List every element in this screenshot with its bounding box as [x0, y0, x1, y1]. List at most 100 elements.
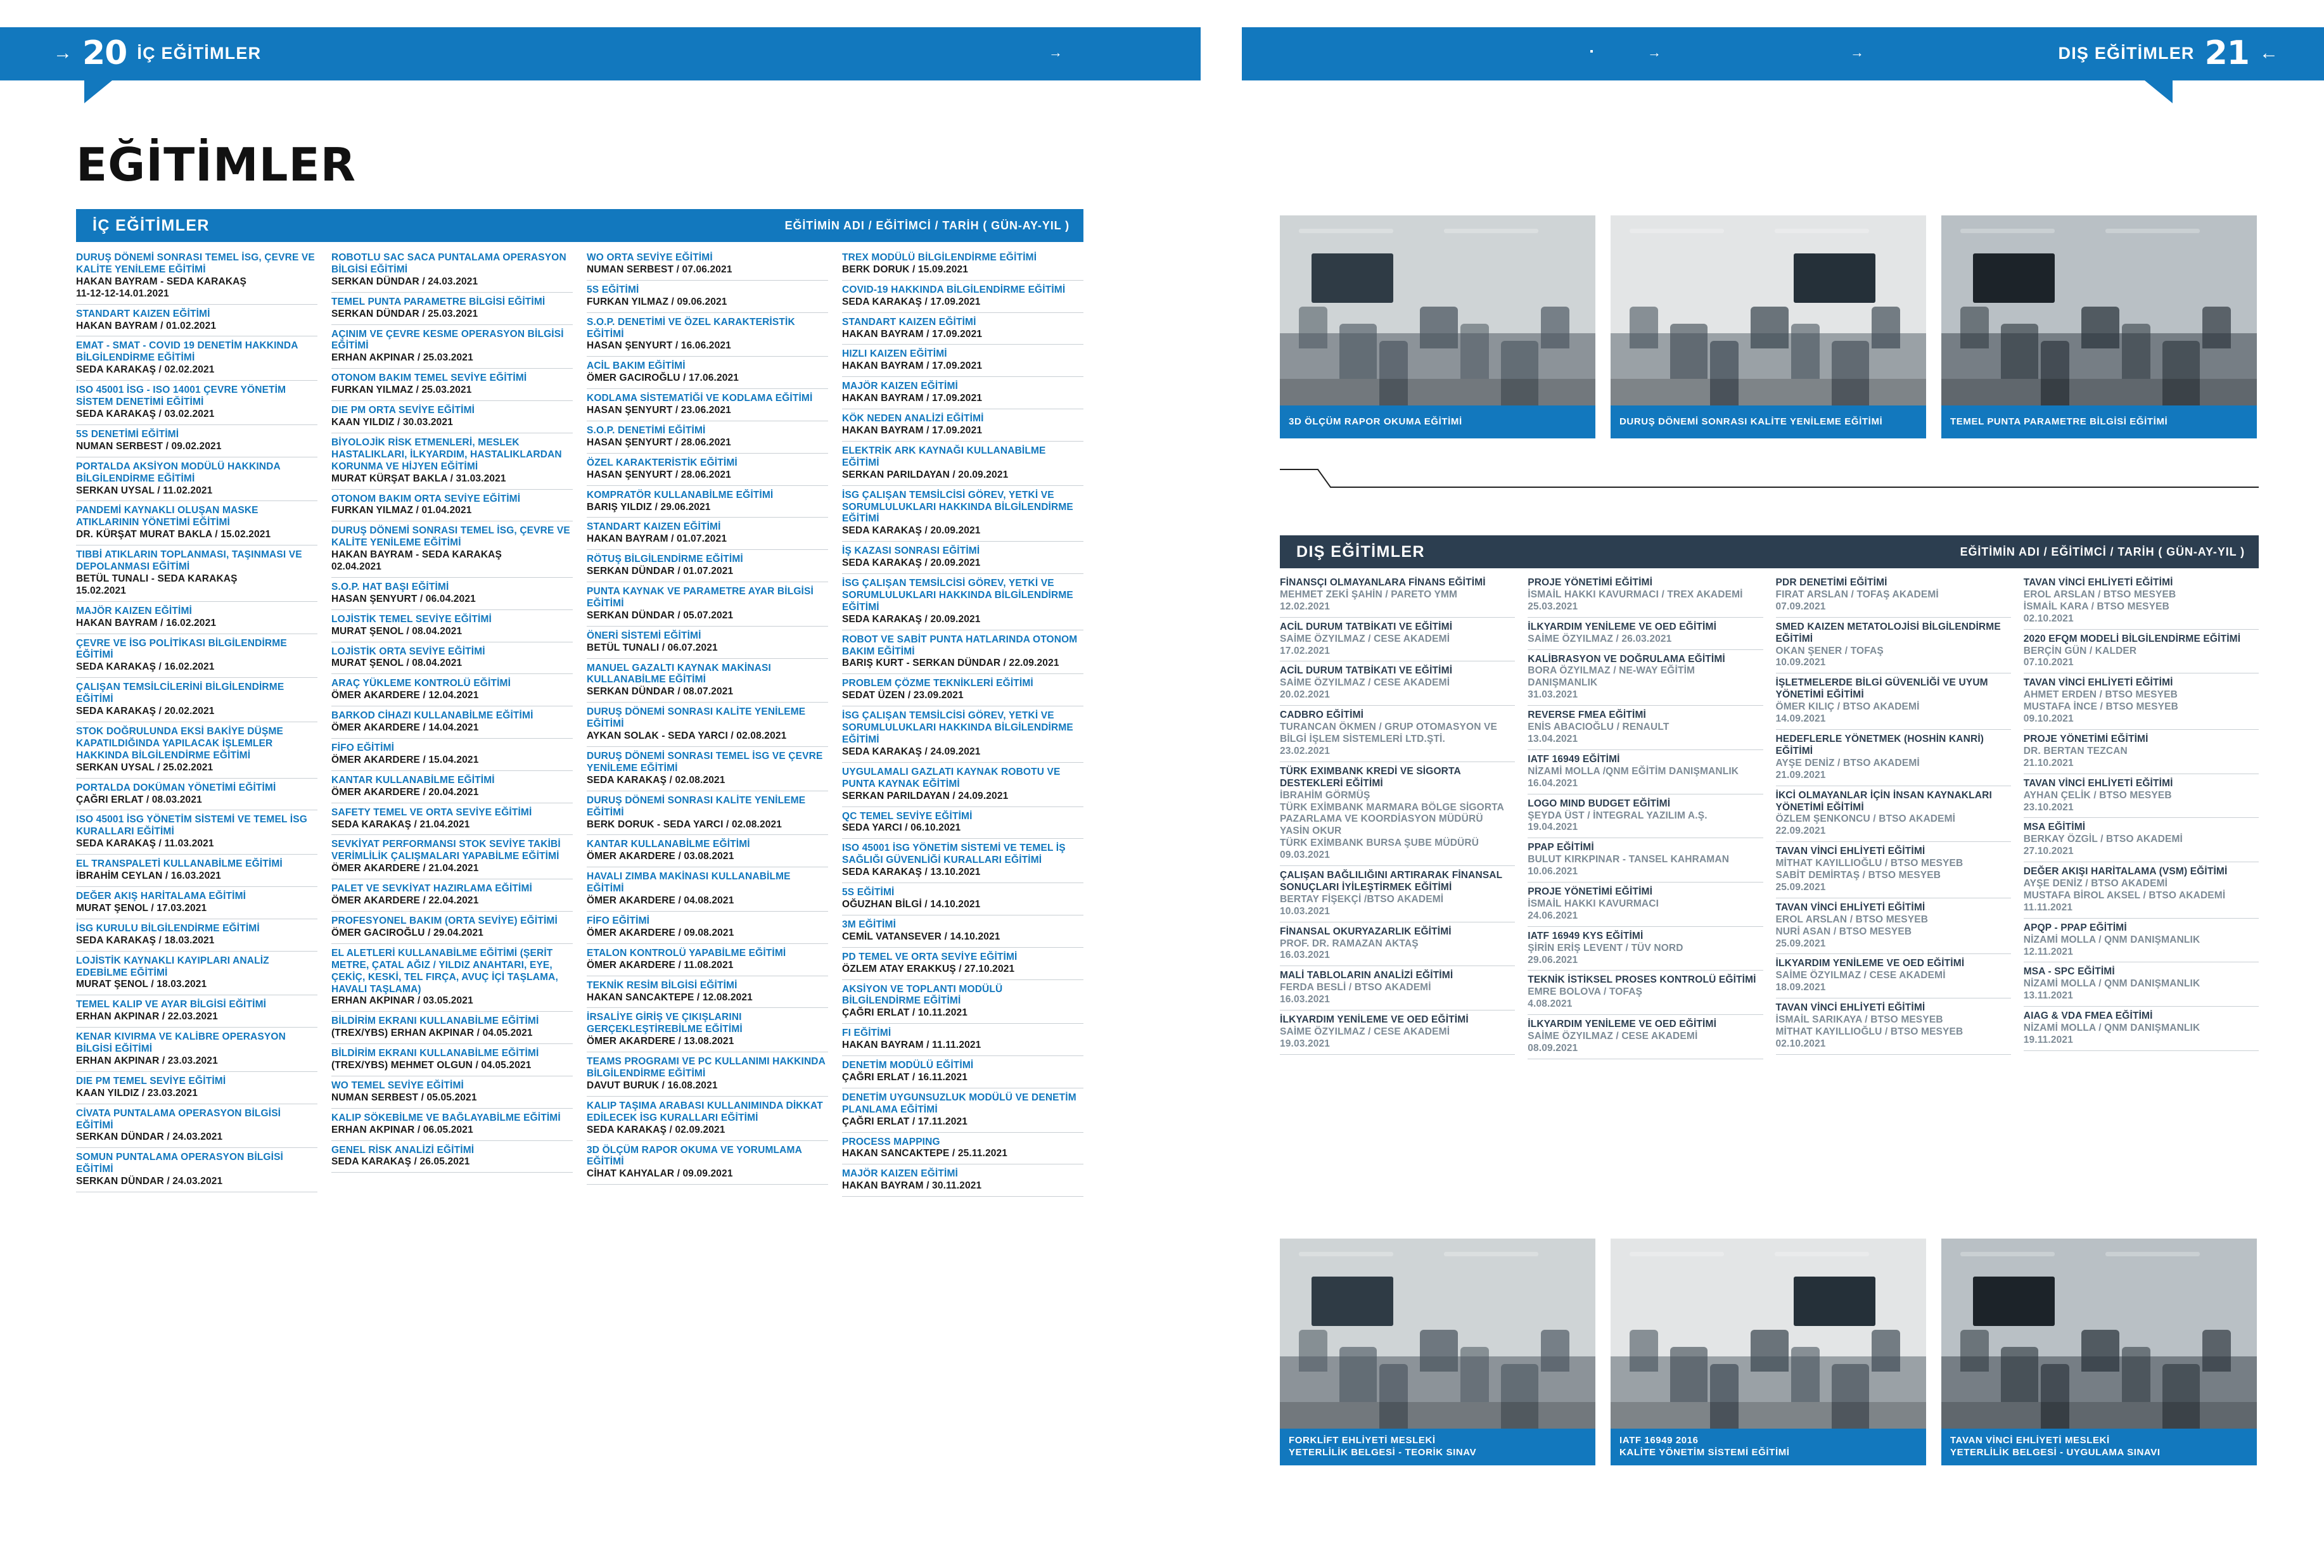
training-entry: EL ALETLERİ KULLANABİLME EĞİTİMİ (ŞERİT …	[331, 944, 573, 1012]
tab-tail-right	[2145, 80, 2173, 103]
training-trainer-date: FURKAN YILMAZ / 09.06.2021	[587, 296, 727, 307]
training-name: ROBOT VE SABİT PUNTA HATLARINDA OTONOM B…	[842, 634, 1078, 657]
training-entry: İSG ÇALIŞAN TEMSİLCİSİ GÖREV, YETKİ VE S…	[842, 706, 1083, 763]
training-entry: OTONOM BAKIM ORTA SEVİYE EĞİTİMİ FURKAN Y…	[331, 490, 573, 522]
training-trainer-date: FURKAN YILMAZ / 01.04.2021	[331, 505, 472, 516]
photo-card: 3D ÖLÇÜM RAPOR OKUMA EĞİTİMİ	[1280, 215, 1595, 438]
training-name: DEĞER AKIŞI HARİTALAMA (VSM) EĞİTİMİ	[2023, 866, 2228, 877]
training-name: ISO 45001 İSG YÖNETİM SİSTEMİ VE TEMEL İ…	[842, 843, 1066, 866]
training-entry: PROJE YÖNETİMİ EĞİTİMİ İSMAİL HAKKI KAVUR…	[1528, 573, 1763, 618]
training-trainer-date: SERKAN DÜNDAR / 24.03.2021	[331, 276, 478, 287]
training-name: PROJE YÖNETİMİ EĞİTİMİ	[1528, 886, 1653, 898]
training-photo	[1611, 1239, 1926, 1429]
training-name: 2020 EFQM MODELİ BİLGİLENDİRME EĞİTİMİ	[2023, 633, 2241, 644]
training-name: SEVKİYAT PERFORMANSI STOK SEVİYE TAKİBİ …	[331, 839, 561, 862]
training-trainer-date: MURAT ŞENOL / 17.03.2021	[76, 902, 207, 914]
training-trainer-date: ÖMER AKARDERE / 21.04.2021	[331, 863, 479, 874]
training-trainer-date: MİTHAT KAYILLIOĞLU / BTSO MESYEB SABİT D…	[1775, 858, 1963, 893]
training-name: OTONOM BAKIM TEMEL SEVİYE EĞİTİMİ	[331, 373, 527, 384]
training-entry: SEVKİYAT PERFORMANSI STOK SEVİYE TAKİBİ …	[331, 835, 573, 880]
training-name: 3D ÖLÇÜM RAPOR OKUMA VE YORUMLAMA EĞİTİM…	[587, 1144, 802, 1168]
training-trainer-date: AYKAN SOLAK - SEDA YARCI / 02.08.2021	[587, 730, 787, 742]
page-marker-right: DIŞ EĞİTİMLER 21 ←	[2059, 37, 2278, 70]
section-label-left: İÇ EĞİTİMLER	[137, 43, 262, 63]
training-name: PUNTA KAYNAK VE PARAMETRE AYAR BİLGİSİ E…	[587, 586, 814, 609]
training-trainer-date: SERKAN DÜNDAR / 24.03.2021	[76, 1176, 223, 1187]
training-name: ELEKTRİK ARK KAYNAĞI KULLANABİLME EĞİTİM…	[842, 445, 1046, 468]
training-entry: ISO 45001 İSG YÖNETİM SİSTEMİ VE TEMEL İ…	[842, 839, 1083, 884]
training-entry: S.O.P. HAT BAŞI EĞİTİMİ HASAN ŞENYURT / 0…	[331, 578, 573, 610]
training-entry: BİYOLOJİK RİSK ETMENLERİ, MESLEK HASTALI…	[331, 433, 573, 490]
training-name: İSG ÇALIŞAN TEMSİLCİSİ GÖREV, YETKİ VE S…	[842, 578, 1073, 613]
training-trainer-date: HAKAN SANCAKTEPE / 12.08.2021	[587, 991, 753, 1003]
training-trainer-date: ÖMER AKARDERE / 03.08.2021	[587, 851, 734, 862]
training-name: TEKNİK İSTİKSEL PROSES KONTROLÜ EĞİTİMİ	[1528, 974, 1756, 986]
training-trainer-date: NİZAMİ MOLLA / QNM DANIŞMANLIK 12.11.202…	[2023, 934, 2200, 957]
training-name: LOGO MIND BUDGET EĞİTİMİ	[1528, 798, 1671, 809]
training-name: MAJÖR KAIZEN EĞİTİMİ	[842, 381, 958, 392]
external-section-title: DIŞ EĞİTİMLER	[1296, 542, 1425, 561]
training-name: WO ORTA SEVİYE EĞİTİMİ	[587, 252, 713, 263]
training-trainer-date: ERHAN AKPINAR / 06.05.2021	[331, 1124, 473, 1135]
training-trainer-date: SERKAN DÜNDAR / 01.07.2021	[587, 566, 734, 577]
training-entry: DEĞER AKIŞI HARİTALAMA (VSM) EĞİTİMİ AYŞE…	[2023, 862, 2259, 919]
training-name: TAVAN VİNCİ EHLİYETİ EĞİTİMİ	[1775, 1002, 1925, 1014]
training-trainer-date: ERHAN AKPINAR / 22.03.2021	[76, 1011, 218, 1023]
external-column-1: FİNANSÇI OLMAYANLARA FİNANS EĞİTİMİ MEHME…	[1280, 573, 1516, 1059]
training-trainer-date: SEDA KARAKAŞ / 26.05.2021	[331, 1156, 470, 1168]
training-photo	[1941, 215, 2257, 405]
training-name: CİVATA PUNTALAMA OPERASYON BİLGİSİ EĞİTİ…	[76, 1107, 281, 1131]
training-trainer-date: BORA ÖZYILMAZ / NE-WAY EĞİTİM DANIŞMANLI…	[1528, 665, 1695, 701]
photo-card: TEMEL PUNTA PARAMETRE BİLGİSİ EĞİTİMİ	[1941, 215, 2257, 438]
training-name: STANDART KAIZEN EĞİTİMİ	[76, 308, 210, 319]
training-entry: CİVATA PUNTALAMA OPERASYON BİLGİSİ EĞİTİ…	[76, 1104, 317, 1149]
training-trainer-date: SEDA KARAKAŞ / 20.09.2021	[842, 613, 981, 625]
training-name: FİNANSÇI OLMAYANLARA FİNANS EĞİTİMİ	[1280, 577, 1486, 588]
training-trainer-date: NUMAN SERBEST / 05.05.2021	[331, 1092, 477, 1103]
training-trainer-date: SERKAN UYSAL / 25.02.2021	[76, 762, 214, 773]
training-entry: ISO 45001 İSG - ISO 14001 ÇEVRE YÖNETİM …	[76, 381, 317, 425]
training-name: DURUŞ DÖNEMİ SONRASI KALİTE YENİLEME EĞİ…	[587, 794, 806, 818]
training-trainer-date: ERHAN AKPINAR / 03.05.2021	[331, 995, 473, 1007]
training-name: KOMPRATÖR KULLANABİLME EĞİTİMİ	[587, 489, 774, 500]
training-trainer-date: ÖMER AKARDERE / 22.04.2021	[331, 895, 479, 907]
training-trainer-date: SEDA KARAKAŞ / 02.09.2021	[587, 1124, 725, 1135]
training-entry: ACİL DURUM TATBİKATI VE EĞİTİMİ SAİME ÖZY…	[1280, 618, 1516, 662]
training-name: İSG KURULU BİLGİLENDİRME EĞİTİMİ	[76, 922, 260, 934]
photo-caption: TEMEL PUNTA PARAMETRE BİLGİSİ EĞİTİMİ	[1941, 405, 2257, 438]
training-trainer-date: HAKAN BAYRAM / 01.02.2021	[76, 320, 217, 331]
training-trainer-date: SERKAN DÜNDAR / 25.03.2021	[331, 308, 478, 319]
training-name: TAVAN VİNCİ EHLİYETİ EĞİTİMİ	[2023, 677, 2173, 689]
decorative-dots-left	[95, 9, 126, 15]
training-trainer-date: SERKAN DÜNDAR / 08.07.2021	[587, 686, 734, 698]
training-entry: IATF 16949 KYS EĞİTİMİ ŞİRİN ERİŞ LEVENT …	[1528, 927, 1763, 971]
training-name: KALİBRASYON VE DOĞRULAMA EĞİTİMİ	[1528, 653, 1725, 665]
training-trainer-date: BETÜL TUNALI / 06.07.2021	[587, 642, 718, 653]
training-name: ACİL DURUM TATBİKATI VE EĞİTİMİ	[1280, 621, 1453, 632]
training-trainer-date: ERHAN AKPINAR / 25.03.2021	[331, 352, 473, 364]
external-column-2: PROJE YÖNETİMİ EĞİTİMİ İSMAİL HAKKI KAVUR…	[1528, 573, 1763, 1059]
training-entry: İSG ÇALIŞAN TEMSİLCİSİ GÖREV, YETKİ VE S…	[842, 486, 1083, 542]
training-entry: DURUŞ DÖNEMİ SONRASI KALİTE YENİLEME EĞİ…	[587, 791, 828, 836]
training-entry: İLKYARDIM YENİLEME VE OED EĞİTİMİ SAİME Ö…	[1528, 618, 1763, 650]
training-trainer-date: SAİME ÖZYILMAZ / CESE AKADEMİ 17.02.2021	[1280, 633, 1450, 656]
training-trainer-date: CEMİL VATANSEVER / 14.10.2021	[842, 931, 1000, 942]
training-name: IATF 16949 KYS EĞİTİMİ	[1528, 930, 1644, 941]
training-entry: TREX MODÜLÜ BİLGİLENDİRME EĞİTİMİ BERK DO…	[842, 248, 1083, 281]
training-trainer-date: HAKAN BAYRAM / 11.11.2021	[842, 1040, 981, 1051]
training-entry: ÖZEL KARAKTERİSTİK EĞİTİMİ HASAN ŞENYURT …	[587, 454, 828, 486]
training-name: BARKOD CİHAZI KULLANABİLME EĞİTİMİ	[331, 710, 533, 722]
training-trainer-date: FIRAT ARSLAN / TOFAŞ AKADEMİ 07.09.2021	[1775, 589, 1939, 612]
training-trainer-date: ÖMER AKARDERE / 20.04.2021	[331, 786, 479, 798]
arrow-left-icon: ←	[2259, 42, 2278, 63]
mini-arrow-icon-2: →	[1647, 44, 1661, 60]
tick-dash-left	[1590, 50, 1593, 53]
training-entry: HEDEFLERLE YÖNETMEK (HOSHİN KANRİ) EĞİTİ…	[1775, 730, 2011, 786]
training-trainer-date: EMRE BOLOVA / TOFAŞ 4.08.2021	[1528, 986, 1643, 1010]
training-trainer-date: SEDA KARAKAŞ / 18.03.2021	[76, 934, 215, 946]
training-entry: SAFETY TEMEL VE ORTA SEVİYE EĞİTİMİ SEDA …	[331, 803, 573, 836]
training-trainer-date: SEDA KARAKAŞ / 20.09.2021	[842, 558, 981, 569]
training-trainer-date: SERKAN PARILDAYAN / 24.09.2021	[842, 790, 1009, 801]
training-trainer-date: MEHMET ZEKİ ŞAHİN / PARETO YMM 12.02.202…	[1280, 589, 1458, 612]
training-entry: OTONOM BAKIM TEMEL SEVİYE EĞİTİMİ FURKAN …	[331, 369, 573, 402]
